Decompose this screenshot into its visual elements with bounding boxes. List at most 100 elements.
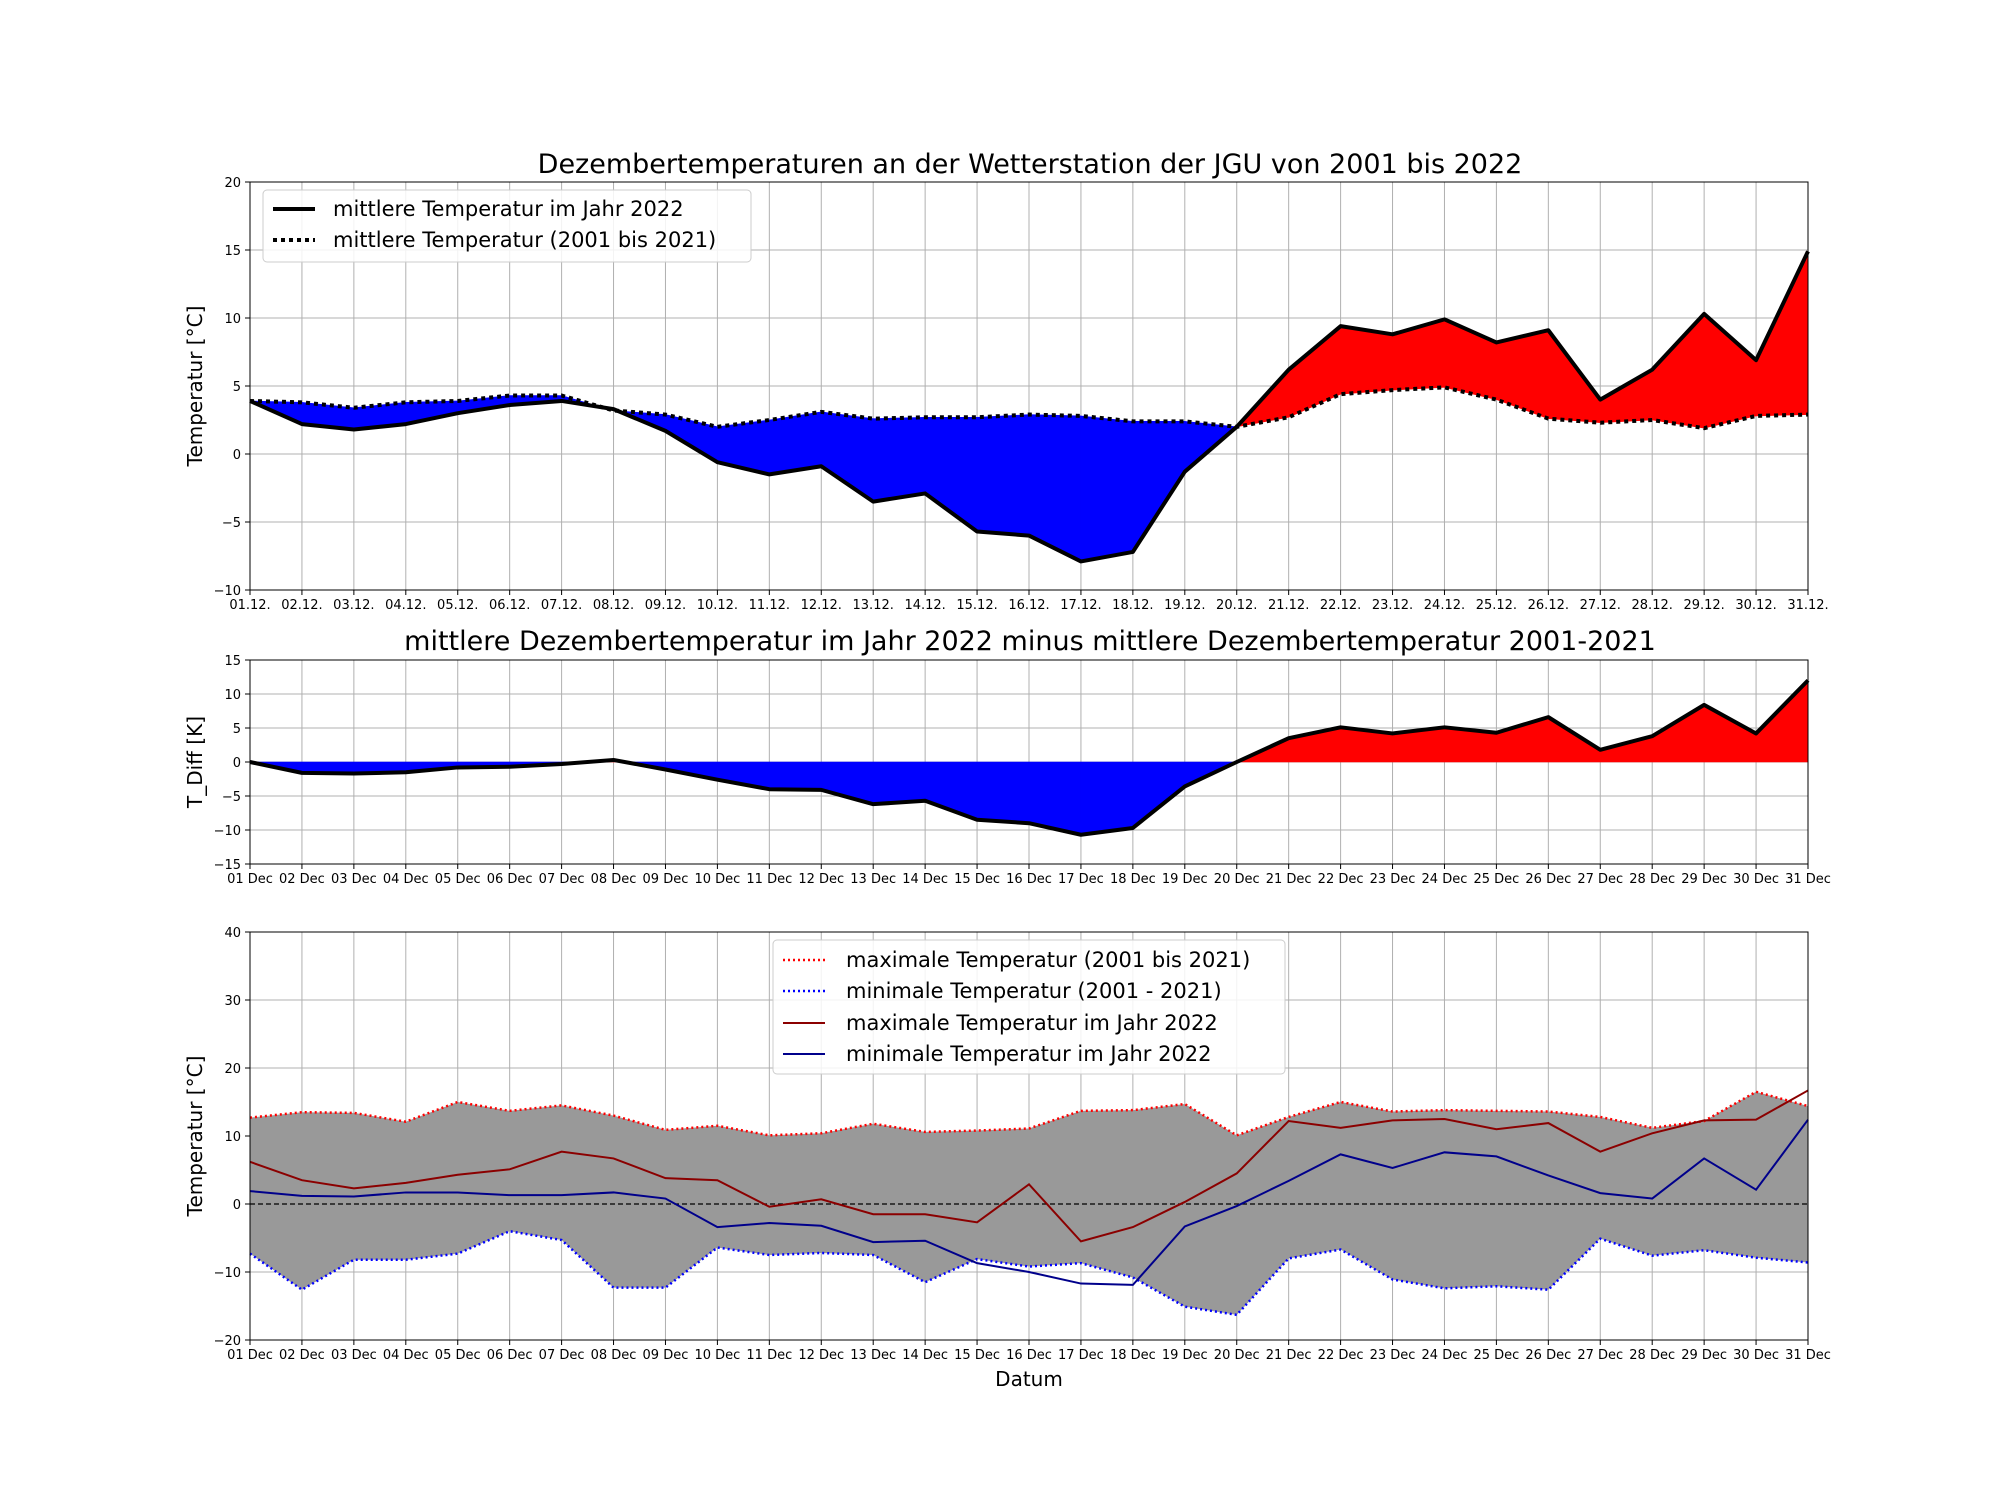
x-tick-label: 21 Dec <box>1266 1348 1312 1363</box>
panel2-ylabel: T_Diff [K] <box>183 716 207 809</box>
fill-below <box>976 414 1030 536</box>
fill-above <box>1755 679 1809 763</box>
y-tick-label: 5 <box>233 380 241 395</box>
y-tick-label: −15 <box>214 858 241 873</box>
legend-label-min-2022: minimale Temperatur im Jahr 2022 <box>846 1042 1212 1066</box>
fill-below <box>1080 415 1134 562</box>
panel3-ticks: 01 Dec 02 Dec 03 Dec 04 Dec 05 Dec 06 Dec 07 D… <box>214 926 1831 1363</box>
x-tick-label: 04.12. <box>385 598 426 613</box>
y-tick-label: 40 <box>224 926 241 941</box>
x-tick-label: 23.12. <box>1372 598 1413 613</box>
x-tick-label: 18 Dec <box>1110 1348 1156 1363</box>
x-tick-label: 02.12. <box>281 598 322 613</box>
x-tick-label: 23 Dec <box>1370 872 1416 887</box>
x-tick-label: 19.12. <box>1164 598 1205 613</box>
x-tick-label: 19 Dec <box>1162 1348 1208 1363</box>
panel1-legend: mittlere Temperatur im Jahr 2022 mittler… <box>262 189 752 263</box>
x-tick-label: 07 Dec <box>539 872 585 887</box>
fill-below <box>769 761 822 791</box>
x-tick-label: 15 Dec <box>954 872 1000 887</box>
band-max-min <box>250 1091 1808 1315</box>
x-tick-label: 01.12. <box>229 598 270 613</box>
y-tick-label: −5 <box>222 790 241 805</box>
x-tick-label: 08.12. <box>593 598 634 613</box>
series-line-difference <box>249 679 1810 837</box>
x-tick-label: 13.12. <box>853 598 894 613</box>
fill-below <box>872 416 926 502</box>
x-tick-label: 13 Dec <box>850 872 896 887</box>
x-tick-label: 16 Dec <box>1006 872 1052 887</box>
x-tick-label: 01 Dec <box>227 1348 273 1363</box>
x-tick-label: 03 Dec <box>331 1348 377 1363</box>
y-tick-label: 10 <box>224 1130 241 1145</box>
panel2-ticks: 01 Dec 02 Dec 03 Dec 04 Dec 05 Dec 06 Dec 07 D… <box>214 654 1831 887</box>
fill-above <box>1703 313 1757 429</box>
x-tick-label: 26.12. <box>1528 598 1569 613</box>
x-tick-label: 09 Dec <box>643 872 689 887</box>
x-tick-label: 12.12. <box>801 598 842 613</box>
x-tick-label: 04 Dec <box>383 872 429 887</box>
x-tick-label: 25.12. <box>1476 598 1517 613</box>
x-tick-label: 15.12. <box>956 598 997 613</box>
x-tick-label: 26 Dec <box>1525 872 1571 887</box>
x-tick-label: 12 Dec <box>798 1348 844 1363</box>
fill-above <box>1548 329 1601 424</box>
legend-label-mean-2022: mittlere Temperatur im Jahr 2022 <box>333 197 684 221</box>
x-tick-label: 31 Dec <box>1785 1348 1831 1363</box>
fill-below <box>820 411 874 503</box>
x-tick-label: 01 Dec <box>227 872 273 887</box>
x-tick-label: 05 Dec <box>435 872 481 887</box>
panel-difference: mittlere Dezembertemperatur im Jahr 2022… <box>183 626 1831 887</box>
y-tick-label: −10 <box>214 1266 241 1281</box>
legend-label-mean-2001-2021: mittlere Temperatur (2001 bis 2021) <box>333 228 716 252</box>
x-tick-label: 02 Dec <box>279 872 325 887</box>
panel2-lines <box>249 679 1810 837</box>
x-tick-label: 16.12. <box>1008 598 1049 613</box>
x-tick-label: 08 Dec <box>591 1348 637 1363</box>
x-tick-label: 24 Dec <box>1422 872 1468 887</box>
x-tick-label: 09 Dec <box>643 1348 689 1363</box>
fill-above <box>1651 313 1705 429</box>
x-tick-label: 18.12. <box>1112 598 1153 613</box>
y-tick-label: 20 <box>224 1062 241 1077</box>
x-tick-label: 29 Dec <box>1681 1348 1727 1363</box>
y-tick-label: 30 <box>224 994 241 1009</box>
x-tick-label: 29 Dec <box>1681 872 1727 887</box>
x-tick-label: 29.12. <box>1683 598 1724 613</box>
x-tick-label: 25 Dec <box>1473 1348 1519 1363</box>
x-tick-label: 22 Dec <box>1318 1348 1364 1363</box>
x-tick-label: 20.12. <box>1216 598 1257 613</box>
x-tick-label: 23 Dec <box>1370 1348 1416 1363</box>
x-tick-label: 22.12. <box>1320 598 1361 613</box>
x-tick-label: 19 Dec <box>1162 872 1208 887</box>
panel3-legend: maximale Temperatur (2001 bis 2021) mini… <box>772 939 1286 1075</box>
legend-label-max-2022: maximale Temperatur im Jahr 2022 <box>846 1011 1218 1035</box>
x-tick-label: 16 Dec <box>1006 1348 1052 1363</box>
panel3-lines <box>249 1089 1809 1317</box>
panel1-ylabel: Temperatur [°C] <box>183 306 207 468</box>
fill-above <box>1755 251 1809 417</box>
x-tick-label: 28 Dec <box>1629 872 1675 887</box>
x-tick-label: 12 Dec <box>798 872 844 887</box>
x-tick-label: 05.12. <box>437 598 478 613</box>
x-tick-label: 24 Dec <box>1422 1348 1468 1363</box>
x-tick-label: 25 Dec <box>1473 872 1519 887</box>
panel3-xlabel: Datum <box>995 1367 1063 1391</box>
panel3-ylabel: Temperatur [°C] <box>183 1056 207 1218</box>
x-tick-label: 28 Dec <box>1629 1348 1675 1363</box>
panel-temperature: Dezembertemperaturen an der Wetterstatio… <box>183 149 1829 613</box>
x-tick-label: 03.12. <box>333 598 374 613</box>
fill-below <box>665 414 718 463</box>
y-tick-label: −10 <box>214 584 241 599</box>
x-tick-label: 22 Dec <box>1318 872 1364 887</box>
legend-label-min-2001-2021: minimale Temperatur (2001 - 2021) <box>846 979 1222 1003</box>
x-tick-label: 07.12. <box>541 598 582 613</box>
x-tick-label: 06 Dec <box>487 872 533 887</box>
x-tick-label: 30 Dec <box>1733 1348 1779 1363</box>
x-tick-label: 14 Dec <box>902 1348 948 1363</box>
x-tick-label: 06.12. <box>489 598 530 613</box>
x-tick-label: 05 Dec <box>435 1348 481 1363</box>
x-tick-label: 03 Dec <box>331 872 377 887</box>
x-tick-label: 15 Dec <box>954 1348 1000 1363</box>
